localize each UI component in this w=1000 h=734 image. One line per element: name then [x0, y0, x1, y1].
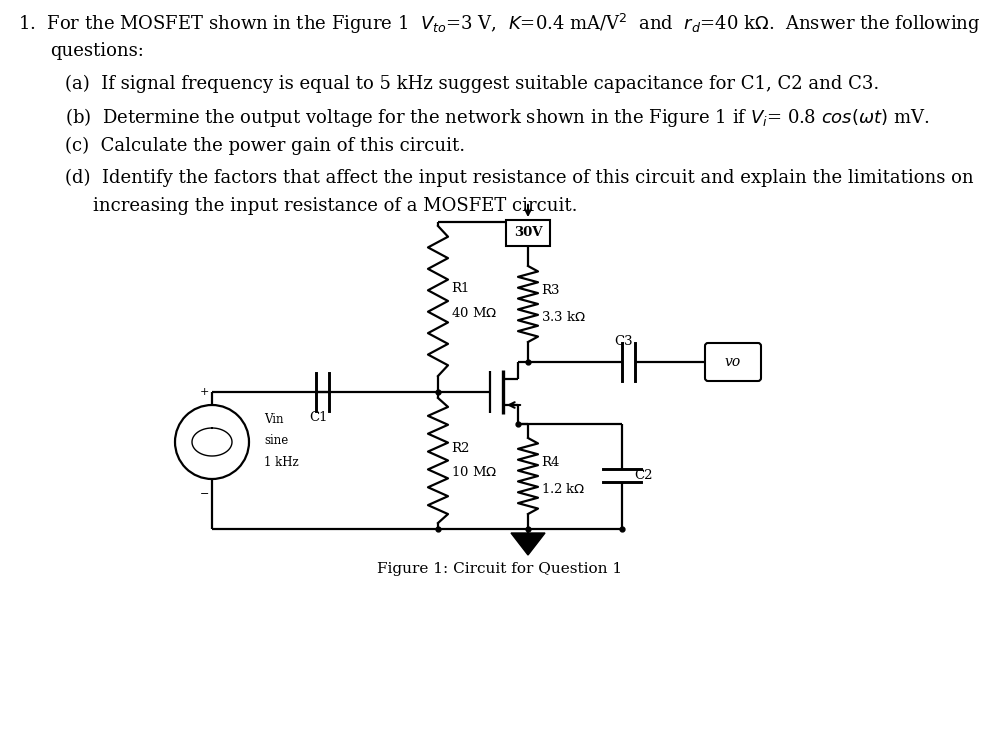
Text: 30V: 30V: [514, 227, 542, 239]
Text: (d)  Identify the factors that affect the input resistance of this circuit and e: (d) Identify the factors that affect the…: [65, 169, 974, 187]
Text: R1: R1: [451, 283, 469, 296]
Bar: [506, 220, 550, 246]
Text: sine: sine: [264, 435, 288, 448]
Text: +: +: [199, 387, 209, 397]
Text: 1.  For the MOSFET shown in the Figure 1  $V_{to}$=3 V,  $K$=0.4 mA/V$^{2}$  and: 1. For the MOSFET shown in the Figure 1 …: [18, 12, 980, 36]
Text: R3: R3: [541, 285, 560, 297]
Text: 3.3 k$\Omega$: 3.3 k$\Omega$: [541, 310, 586, 324]
FancyBboxPatch shape: [705, 343, 761, 381]
Text: 1 kHz: 1 kHz: [264, 457, 299, 470]
Text: 10 M$\Omega$: 10 M$\Omega$: [451, 465, 497, 479]
Text: Figure 1: Circuit for Question 1: Figure 1: Circuit for Question 1: [377, 562, 623, 576]
Text: vo: vo: [725, 355, 741, 369]
Text: (c)  Calculate the power gain of this circuit.: (c) Calculate the power gain of this cir…: [65, 137, 465, 156]
Polygon shape: [511, 533, 545, 555]
Text: R2: R2: [451, 442, 469, 455]
Text: (b)  Determine the output voltage for the network shown in the Figure 1 if $V_i$: (b) Determine the output voltage for the…: [65, 106, 929, 129]
Text: R4: R4: [541, 457, 559, 470]
Text: 1.2 k$\Omega$: 1.2 k$\Omega$: [541, 482, 586, 496]
Text: questions:: questions:: [50, 42, 144, 60]
Text: $-$: $-$: [199, 487, 209, 497]
Text: Vin: Vin: [264, 413, 284, 426]
Text: increasing the input resistance of a MOSFET circuit.: increasing the input resistance of a MOS…: [93, 197, 578, 215]
Text: C2: C2: [634, 470, 652, 482]
Text: 40 M$\Omega$: 40 M$\Omega$: [451, 306, 497, 320]
Text: C1: C1: [309, 412, 327, 424]
Text: C3: C3: [615, 335, 633, 349]
Text: (a)  If signal frequency is equal to 5 kHz suggest suitable capacitance for C1, : (a) If signal frequency is equal to 5 kH…: [65, 75, 879, 93]
